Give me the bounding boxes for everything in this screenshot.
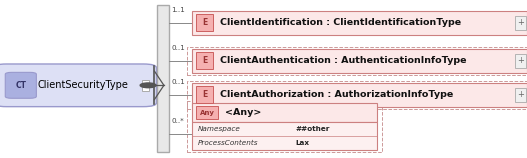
Text: 0..1: 0..1 [171, 79, 185, 85]
Bar [192, 11, 527, 35]
Bar [196, 86, 213, 103]
Bar [196, 14, 213, 31]
Text: Namespace: Namespace [198, 126, 240, 132]
Text: +: + [517, 90, 524, 99]
Text: ProcessContents: ProcessContents [198, 140, 258, 146]
Text: Any: Any [200, 110, 214, 115]
Text: ##other: ##other [296, 126, 330, 132]
Bar [192, 122, 377, 150]
Bar [187, 47, 527, 75]
Text: Lax: Lax [296, 140, 310, 146]
Bar [192, 82, 527, 107]
Bar [157, 5, 169, 152]
Text: 0..*: 0..* [171, 118, 184, 124]
Circle shape [140, 83, 156, 88]
Bar [515, 16, 526, 30]
Text: +: + [517, 18, 524, 27]
Text: E: E [202, 56, 207, 65]
Bar [142, 80, 149, 91]
Text: ClientAuthentication : AuthenticationInfoType: ClientAuthentication : AuthenticationInf… [220, 56, 466, 65]
Text: <Any>: <Any> [225, 108, 261, 117]
Bar [196, 106, 218, 119]
Text: 1..1: 1..1 [171, 7, 185, 13]
Bar [515, 54, 526, 68]
Text: ClientAuthorization : AuthorizationInfoType: ClientAuthorization : AuthorizationInfoT… [220, 90, 453, 99]
FancyBboxPatch shape [5, 72, 36, 98]
Text: 0..1: 0..1 [171, 45, 185, 51]
Bar [192, 103, 377, 122]
Text: ClientIdentification : ClientIdentificationType: ClientIdentification : ClientIdentificat… [220, 18, 461, 27]
Bar [515, 88, 526, 101]
Bar [196, 52, 213, 69]
Bar [192, 49, 527, 73]
FancyBboxPatch shape [0, 64, 157, 107]
Text: E: E [202, 18, 207, 27]
Text: CT: CT [15, 81, 26, 90]
Text: +: + [517, 56, 524, 65]
Bar [187, 81, 527, 109]
Bar [187, 101, 382, 152]
Text: ClientSecurityType: ClientSecurityType [37, 80, 128, 90]
Text: E: E [202, 90, 207, 99]
